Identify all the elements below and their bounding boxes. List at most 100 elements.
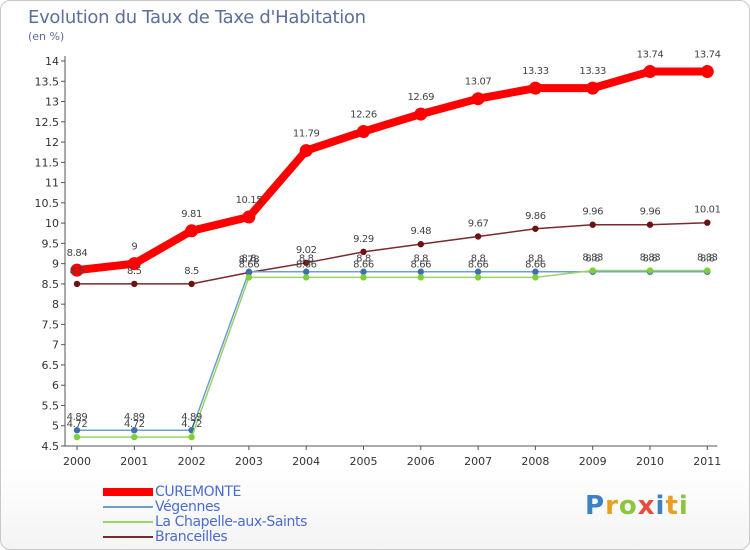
x-tick-label: 2005 xyxy=(350,455,378,468)
data-label: 4.89 xyxy=(67,412,88,423)
data-point xyxy=(245,268,253,275)
x-tick-label: 2008 xyxy=(521,455,549,468)
x-tick-label: 2004 xyxy=(292,455,320,468)
data-point xyxy=(303,268,310,275)
legend-label: La Chapelle-aux-Saints xyxy=(155,514,308,530)
data-label: 9.48 xyxy=(410,226,431,237)
data-point xyxy=(646,267,654,274)
data-label: 8.78 xyxy=(239,255,260,266)
data-point xyxy=(360,274,367,281)
x-tick-label: 2009 xyxy=(579,455,607,468)
data-label: 8.8 xyxy=(528,254,543,265)
series-line xyxy=(77,270,708,431)
x-tick-label: 2002 xyxy=(178,455,206,468)
data-point xyxy=(299,144,313,158)
data-point xyxy=(185,224,199,238)
y-tick-label: 11 xyxy=(45,177,59,190)
y-tick-label: 7 xyxy=(52,339,59,352)
y-tick-label: 9 xyxy=(52,258,59,271)
data-label: 8.5 xyxy=(127,266,142,277)
series-2 xyxy=(73,267,711,441)
x-tick-label: 2006 xyxy=(407,455,435,468)
legend-swatch xyxy=(103,506,153,508)
data-label: 10.15 xyxy=(236,195,263,206)
y-tick-label: 5.5 xyxy=(42,399,60,412)
y-tick-label: 7.5 xyxy=(42,318,60,331)
data-label: 12.26 xyxy=(350,110,377,121)
data-label: 13.07 xyxy=(465,77,492,88)
chart-subtitle: (en %) xyxy=(28,30,65,43)
data-point xyxy=(471,92,485,106)
data-label: 8.8 xyxy=(643,254,658,265)
data-label: 8.83 xyxy=(697,253,718,264)
data-point xyxy=(532,225,539,232)
data-point xyxy=(417,274,424,281)
data-label: 13.74 xyxy=(694,50,721,61)
data-point xyxy=(131,426,138,434)
data-label: 8.66 xyxy=(239,259,260,270)
data-point xyxy=(704,219,711,226)
y-tick-label: 8 xyxy=(52,298,59,311)
data-point xyxy=(245,274,253,281)
data-point xyxy=(414,107,428,121)
data-label: 11.79 xyxy=(293,129,320,140)
data-label: 4.89 xyxy=(181,412,202,423)
y-tick-label: 14 xyxy=(45,55,59,68)
series-line xyxy=(77,269,708,438)
data-point xyxy=(73,280,81,288)
data-point xyxy=(242,210,256,224)
data-point xyxy=(589,267,596,274)
data-point xyxy=(303,274,310,281)
data-label: 13.33 xyxy=(579,66,606,77)
data-label: 4.72 xyxy=(124,419,145,430)
data-point xyxy=(700,65,714,79)
data-label: 9.96 xyxy=(582,207,603,218)
logo-letter: i xyxy=(678,491,689,521)
data-point xyxy=(643,65,657,79)
logo-letter: i xyxy=(655,491,666,521)
data-label: 8.84 xyxy=(67,248,88,259)
data-point xyxy=(704,267,711,274)
data-label: 9.67 xyxy=(468,218,489,229)
data-point xyxy=(532,274,539,281)
y-tick-label: 8.5 xyxy=(42,278,60,291)
data-point xyxy=(73,426,81,434)
data-point xyxy=(303,259,310,267)
data-label: 8.66 xyxy=(410,259,431,270)
data-label: 8.5 xyxy=(70,266,85,277)
chart-title: Evolution du Taux de Taxe d'Habitation xyxy=(28,7,366,28)
data-point xyxy=(360,248,367,256)
data-point xyxy=(528,81,542,95)
legend-label: Végennes xyxy=(155,499,221,515)
data-point xyxy=(474,274,482,281)
y-tick-label: 9.5 xyxy=(42,237,60,250)
legend-swatch xyxy=(103,521,153,523)
y-tick-label: 10 xyxy=(45,217,59,230)
data-label: 8.66 xyxy=(296,259,317,270)
y-tick-label: 10.5 xyxy=(35,197,60,210)
data-label: 8.83 xyxy=(640,253,661,264)
data-label: 8.8 xyxy=(299,254,314,265)
x-tick-label: 2003 xyxy=(235,455,263,468)
x-tick-label: 2010 xyxy=(636,455,664,468)
data-label: 8.66 xyxy=(525,259,546,270)
series-line xyxy=(77,221,708,285)
y-tick-label: 12.5 xyxy=(35,116,60,129)
data-point xyxy=(73,433,81,441)
data-point xyxy=(417,268,424,275)
data-label: 9.29 xyxy=(353,234,374,245)
logo-letter: o xyxy=(618,491,638,521)
data-point xyxy=(131,280,138,288)
data-point xyxy=(360,268,367,275)
logo-letter: r xyxy=(605,491,619,521)
series-0 xyxy=(70,65,714,277)
data-point xyxy=(188,433,195,441)
data-point xyxy=(586,81,600,95)
logo-letter: t xyxy=(665,491,679,521)
data-label: 8.8 xyxy=(242,254,257,265)
data-label: 9.96 xyxy=(640,207,661,218)
data-point xyxy=(417,240,424,248)
data-label: 10.01 xyxy=(694,205,721,216)
y-tick-label: 13.5 xyxy=(35,75,60,88)
